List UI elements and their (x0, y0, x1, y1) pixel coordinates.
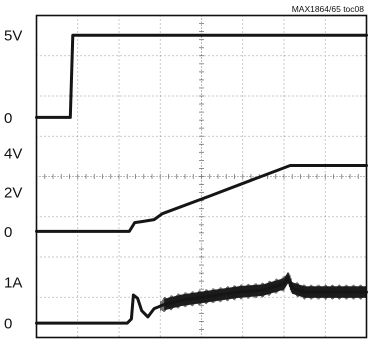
channel-2-label: 0 (4, 224, 12, 241)
trace-channel-3 (35, 276, 368, 325)
channel-1-label: 5V (4, 28, 22, 45)
channel-1-label: 0 (4, 110, 12, 127)
channel-labels: 5V 0 4V 2V 0 1A 0 (4, 28, 22, 333)
trace-layer (35, 33, 368, 325)
trace-channel-2 (35, 164, 368, 233)
plot-frame (35, 14, 368, 339)
figure-caption: MAX1864/65 toc08 (292, 4, 365, 14)
channel-2-label: 2V (4, 185, 22, 202)
channel-3-label: 0 (4, 316, 12, 333)
channel-3-label: 1A (4, 274, 22, 291)
trace-channel-1 (35, 33, 368, 119)
channel-2-label: 4V (4, 145, 22, 162)
